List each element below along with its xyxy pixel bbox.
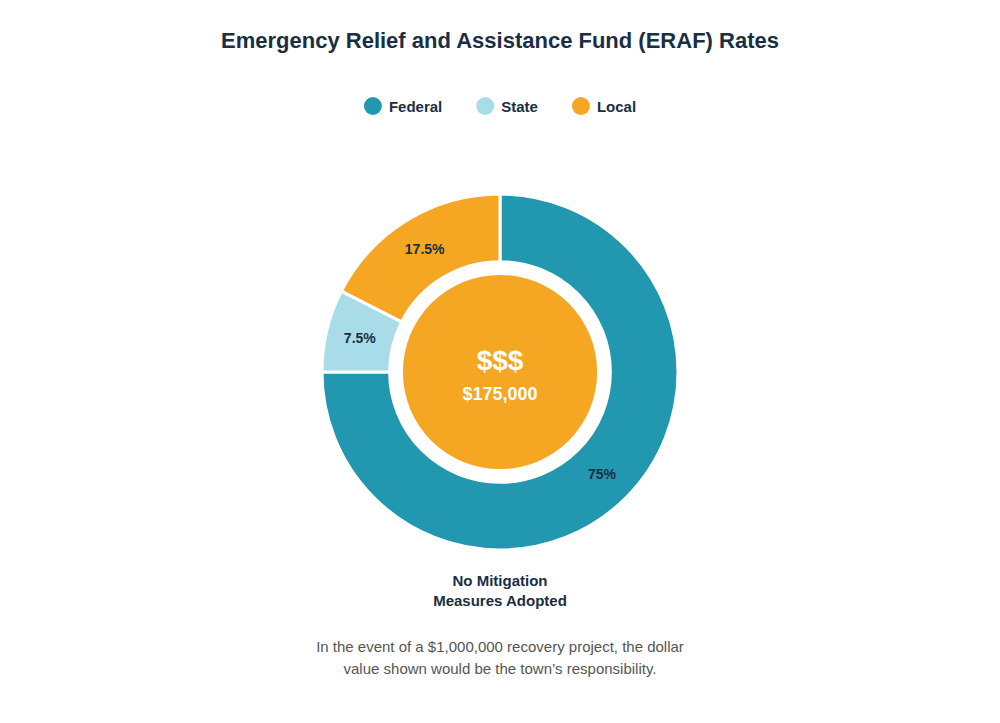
data-label: 75% [588,466,617,482]
legend-label: Local [597,98,636,115]
legend-swatch [572,97,590,115]
legend: Federal State Local [364,97,636,115]
annotation-line: value shown would be the town’s responsi… [344,660,657,677]
slice [322,194,678,550]
subtitle-line: Measures Adopted [433,592,567,609]
center-circle [403,275,597,469]
legend-item: Local [572,97,636,115]
center-text: $175,000 [462,384,537,404]
center-text: $$$ [477,345,524,376]
donut: $$$ $175,000 75% 7.5% 17.5% [322,194,678,550]
legend-swatch [476,97,494,115]
legend-item: Federal [364,97,442,115]
annotation: In the event of a $1,000,000 recovery pr… [316,638,684,677]
legend-swatch [364,97,382,115]
subtitle: No Mitigation Measures Adopted [433,572,567,609]
legend-label: Federal [389,98,442,115]
data-label: 17.5% [405,241,445,257]
data-label: 7.5% [344,330,376,346]
legend-item: State [476,97,538,115]
title: Emergency Relief and Assistance Fund (ER… [221,28,779,53]
legend-label: State [501,98,538,115]
chart: Emergency Relief and Assistance Fund (ER… [0,0,1000,723]
annotation-line: In the event of a $1,000,000 recovery pr… [316,638,684,655]
subtitle-line: No Mitigation [453,572,548,589]
